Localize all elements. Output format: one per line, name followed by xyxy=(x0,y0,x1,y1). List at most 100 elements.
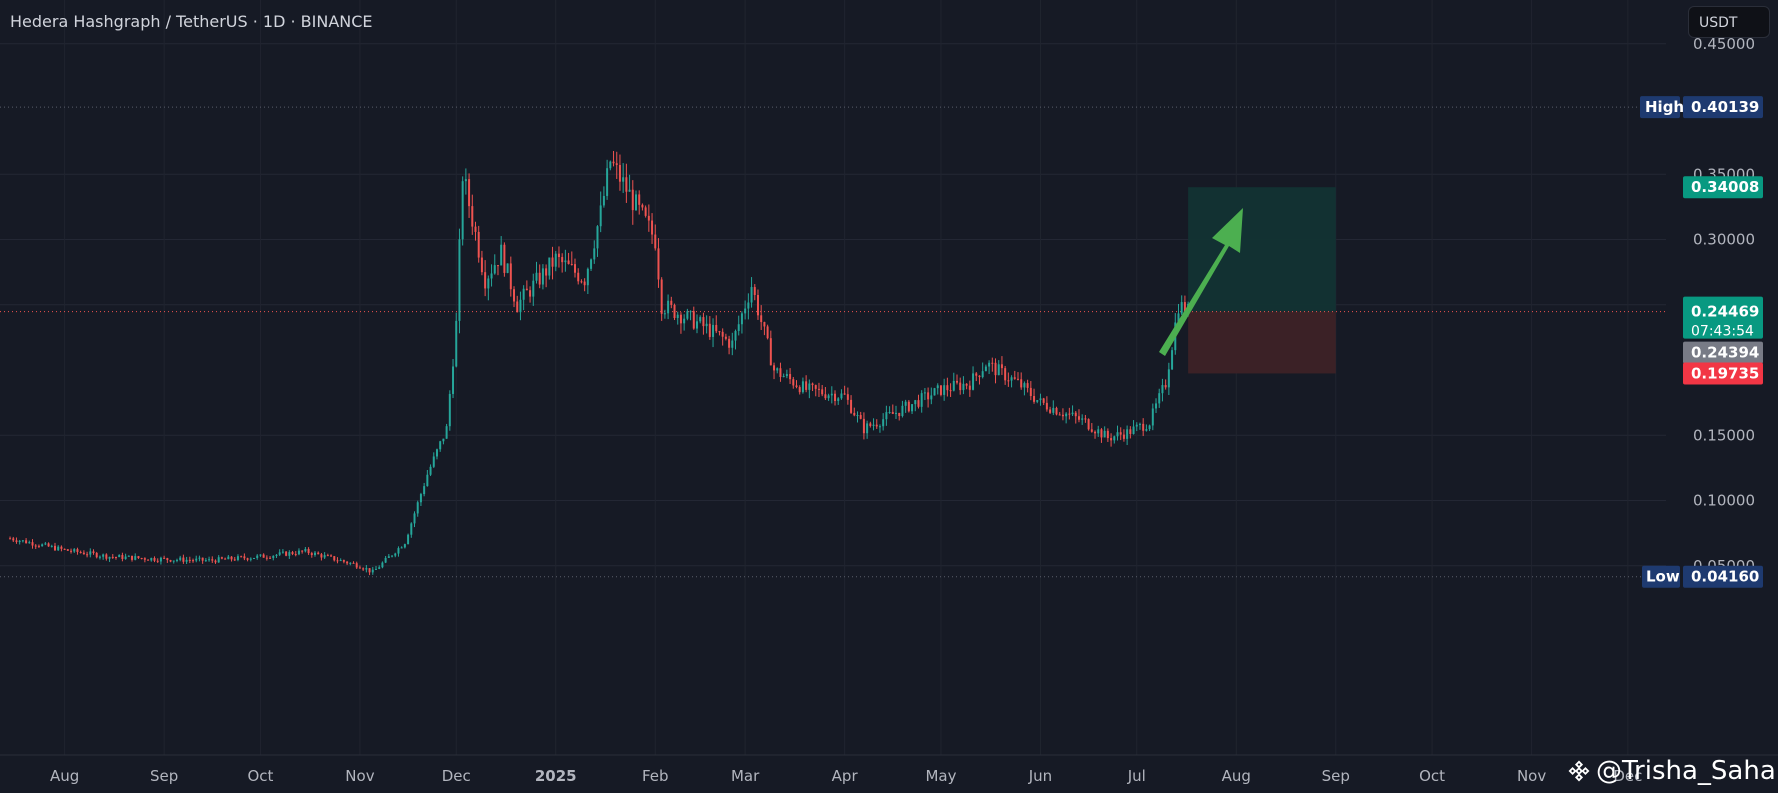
candle-body xyxy=(1055,407,1058,415)
candle-body xyxy=(599,205,602,227)
candle-body xyxy=(1110,438,1113,441)
candle-body xyxy=(673,304,676,319)
candle-body xyxy=(204,560,207,562)
candle-body xyxy=(484,272,487,289)
currency-button[interactable]: USDT xyxy=(1688,6,1770,38)
x-tick-label: Jul xyxy=(1127,767,1146,785)
low-label: Low xyxy=(1646,568,1680,586)
candle-body xyxy=(1026,383,1029,388)
candle-body xyxy=(718,331,721,333)
candle-body xyxy=(21,540,24,542)
candle-body xyxy=(34,545,37,547)
x-tick-label: Nov xyxy=(1517,767,1546,785)
candle-body xyxy=(143,558,146,560)
candle-body xyxy=(609,161,612,169)
up-arrow-shape xyxy=(1159,208,1243,356)
candle-body xyxy=(574,264,577,273)
candle-body xyxy=(644,207,647,216)
candle-body xyxy=(108,556,111,559)
y-tick-label: 0.45000 xyxy=(1693,35,1755,53)
candle-body xyxy=(946,385,949,391)
candle-body xyxy=(994,362,997,376)
candle-body xyxy=(114,556,117,558)
candle-body xyxy=(972,373,975,390)
candle-body xyxy=(50,545,53,547)
candle-body xyxy=(288,552,291,556)
candle-body xyxy=(233,559,236,561)
candle-body xyxy=(830,393,833,396)
candle-body xyxy=(538,272,541,285)
candle-body xyxy=(105,554,108,559)
candle-body xyxy=(776,368,779,371)
candle-body xyxy=(192,560,195,562)
candle-body xyxy=(1029,387,1032,397)
candle-body xyxy=(413,513,416,524)
candle-body xyxy=(224,558,227,560)
candle-body xyxy=(471,206,474,227)
candle-body xyxy=(1016,378,1019,380)
candle-body xyxy=(1020,379,1023,388)
candle-body xyxy=(297,550,300,555)
watermark: @Trisha_Saha xyxy=(1568,756,1776,786)
candle-body xyxy=(371,569,374,573)
candle-body xyxy=(1119,432,1122,435)
candle-body xyxy=(458,239,461,321)
candle-body xyxy=(1138,423,1141,425)
candle-body xyxy=(878,426,881,428)
candle-body xyxy=(44,543,47,545)
candle-body xyxy=(159,557,162,562)
x-tick-label: Dec xyxy=(1613,767,1642,785)
candle-body xyxy=(1183,302,1186,314)
candle-body xyxy=(70,550,73,552)
candle-body xyxy=(638,194,641,205)
candle-body xyxy=(625,177,628,192)
candle-body xyxy=(753,287,756,296)
candle-body xyxy=(307,548,310,554)
candle-body xyxy=(936,385,939,389)
candle-body xyxy=(901,405,904,417)
candle-body xyxy=(705,323,708,327)
candle-body xyxy=(76,549,79,552)
candle-body xyxy=(837,398,840,401)
candle-body xyxy=(1074,412,1077,417)
candle-body xyxy=(1013,377,1016,379)
candle-body xyxy=(862,418,865,434)
candle-body xyxy=(657,248,660,280)
candle-body xyxy=(419,494,422,503)
high-label-bg xyxy=(1640,96,1680,119)
candle-body xyxy=(728,338,731,348)
grid-lines xyxy=(0,43,1666,567)
candle-body xyxy=(724,336,727,339)
candle-body xyxy=(211,559,214,561)
candle-body xyxy=(968,385,971,390)
candle-body xyxy=(509,263,512,290)
candle-body xyxy=(310,553,313,556)
candle-body xyxy=(923,392,926,394)
candle-body xyxy=(124,556,127,560)
candle-body xyxy=(198,557,201,559)
candle-body xyxy=(647,215,650,221)
candle-body xyxy=(326,555,329,557)
candle-body xyxy=(448,393,451,427)
candle-body xyxy=(904,401,907,406)
candle-body xyxy=(561,257,564,263)
candle-body xyxy=(702,317,705,327)
candle-body xyxy=(766,326,769,339)
candle-body xyxy=(253,557,256,559)
candle-body xyxy=(111,556,114,558)
candle-body xyxy=(975,373,978,376)
candle-body xyxy=(278,552,281,555)
candle-body xyxy=(208,559,211,561)
candle-body xyxy=(445,426,448,439)
candle-body xyxy=(875,424,878,427)
candle-body xyxy=(670,300,673,305)
candle-body xyxy=(336,560,339,562)
candle-body xyxy=(323,555,326,558)
candle-body xyxy=(98,556,101,558)
candle-body xyxy=(557,253,560,258)
candle-body xyxy=(1036,400,1039,402)
candle-body xyxy=(134,556,137,560)
candle-body xyxy=(1158,393,1161,404)
candle-body xyxy=(535,272,538,281)
